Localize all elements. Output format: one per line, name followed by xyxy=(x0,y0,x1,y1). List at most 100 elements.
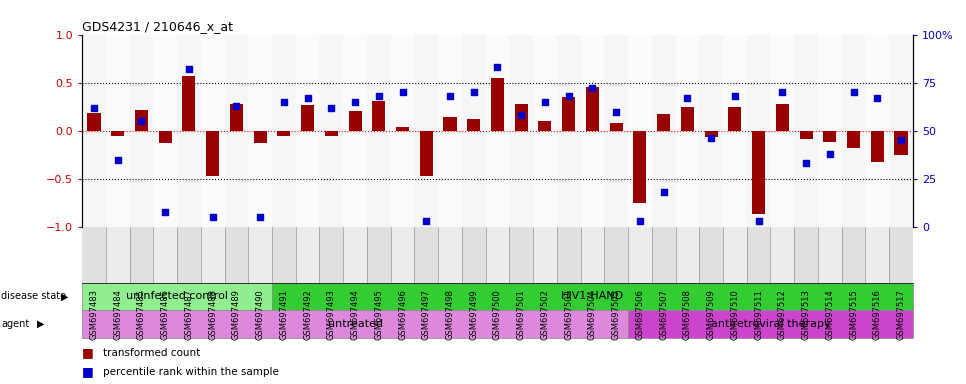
Point xyxy=(418,218,434,224)
Bar xyxy=(296,227,320,283)
Bar xyxy=(462,227,486,283)
Bar xyxy=(562,97,575,131)
Point xyxy=(371,93,386,99)
Point xyxy=(584,85,600,91)
Bar xyxy=(277,131,291,136)
Bar xyxy=(823,131,837,142)
Point xyxy=(133,118,149,124)
Point xyxy=(656,189,671,195)
Bar xyxy=(224,35,248,227)
Bar xyxy=(390,227,414,283)
Bar xyxy=(343,227,367,283)
Bar xyxy=(704,131,718,137)
Bar xyxy=(414,35,439,227)
Bar xyxy=(154,227,177,283)
Bar xyxy=(462,35,486,227)
Bar xyxy=(556,35,581,227)
Point xyxy=(86,104,101,111)
Point xyxy=(869,95,885,101)
Bar xyxy=(82,35,106,227)
Point xyxy=(182,66,197,72)
Bar xyxy=(367,35,390,227)
Point xyxy=(490,64,505,70)
Bar xyxy=(106,227,129,283)
Bar xyxy=(800,131,812,139)
Text: ■: ■ xyxy=(82,365,94,378)
Bar xyxy=(794,35,818,227)
Bar xyxy=(556,227,581,283)
Point xyxy=(751,218,766,224)
Bar xyxy=(367,227,390,283)
Bar xyxy=(272,35,296,227)
Bar xyxy=(272,227,296,283)
Bar xyxy=(106,35,129,227)
Bar xyxy=(870,131,884,162)
Bar xyxy=(396,127,409,131)
Point xyxy=(110,157,126,163)
Bar xyxy=(468,119,480,131)
Bar xyxy=(652,227,675,283)
Bar xyxy=(699,35,723,227)
Bar xyxy=(681,107,694,131)
Point xyxy=(680,95,696,101)
Bar xyxy=(248,35,272,227)
Bar xyxy=(675,35,699,227)
Bar xyxy=(224,227,248,283)
Bar xyxy=(586,88,599,131)
Text: percentile rank within the sample: percentile rank within the sample xyxy=(103,367,279,377)
Bar xyxy=(443,117,457,131)
Bar xyxy=(675,227,699,283)
Bar xyxy=(439,35,462,227)
Bar xyxy=(230,104,242,131)
Bar xyxy=(129,35,154,227)
Bar xyxy=(343,35,367,227)
Bar xyxy=(515,104,527,131)
Bar xyxy=(895,131,907,155)
Bar xyxy=(272,283,913,310)
Bar xyxy=(201,35,224,227)
Bar xyxy=(771,35,794,227)
Point xyxy=(775,89,790,95)
Bar xyxy=(486,35,509,227)
Bar xyxy=(82,227,106,283)
Point xyxy=(561,93,577,99)
Point xyxy=(632,218,647,224)
Bar xyxy=(723,35,747,227)
Bar xyxy=(581,227,605,283)
Point xyxy=(822,151,838,157)
Bar xyxy=(605,35,628,227)
Bar xyxy=(320,35,343,227)
Bar xyxy=(135,109,148,131)
Point xyxy=(229,103,244,109)
Point xyxy=(276,99,292,105)
Bar xyxy=(634,131,646,203)
Bar xyxy=(747,227,771,283)
Bar xyxy=(129,227,154,283)
Text: ■: ■ xyxy=(82,346,94,359)
Point xyxy=(894,137,909,144)
Point xyxy=(395,89,411,95)
Bar xyxy=(866,227,889,283)
Bar xyxy=(889,35,913,227)
Bar xyxy=(866,35,889,227)
Bar xyxy=(723,227,747,283)
Bar xyxy=(177,35,201,227)
Bar xyxy=(889,227,913,283)
Bar xyxy=(699,227,723,283)
Point xyxy=(157,209,173,215)
Bar xyxy=(349,111,361,131)
Bar xyxy=(372,101,385,131)
Bar xyxy=(491,78,504,131)
Point xyxy=(514,112,529,118)
Text: GDS4231 / 210646_x_at: GDS4231 / 210646_x_at xyxy=(82,20,233,33)
Bar xyxy=(154,35,177,227)
Bar xyxy=(439,227,462,283)
Point xyxy=(442,93,458,99)
Bar xyxy=(753,131,765,214)
Bar xyxy=(628,310,913,338)
Point xyxy=(299,95,315,101)
Bar xyxy=(818,35,841,227)
Text: transformed count: transformed count xyxy=(103,348,201,358)
Bar xyxy=(652,35,675,227)
Bar xyxy=(509,227,533,283)
